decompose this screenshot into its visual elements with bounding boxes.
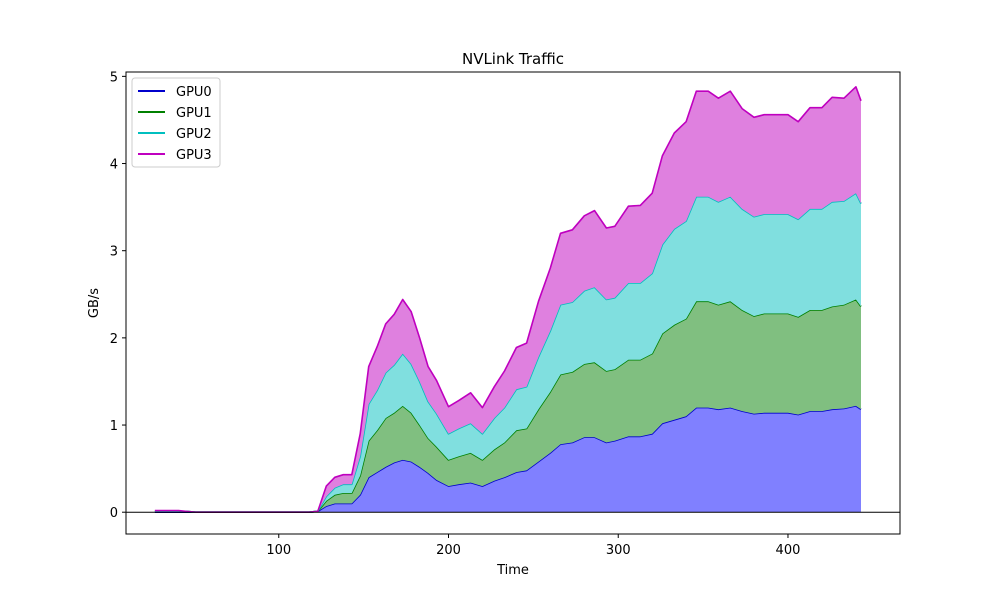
legend-label-gpu1: GPU1 xyxy=(176,106,212,121)
chart-title: NVLink Traffic xyxy=(462,50,564,68)
x-axis: 100 200 300 400 xyxy=(266,534,800,558)
plot-frame xyxy=(125,71,901,535)
legend-label-gpu0: GPU0 xyxy=(176,85,212,100)
legend-label-gpu3: GPU3 xyxy=(176,148,212,163)
legend: GPU0 GPU1 GPU2 GPU3 xyxy=(131,77,221,168)
legend-label-gpu2: GPU2 xyxy=(176,127,212,142)
gpu2-area xyxy=(154,193,861,513)
x-tick-label: 400 xyxy=(776,543,801,558)
y-axis-label: GB/s xyxy=(87,288,102,318)
x-tick-label: 200 xyxy=(436,543,461,558)
y-axis: 0 1 2 3 4 5 xyxy=(110,70,126,521)
x-tick-label: 100 xyxy=(266,543,291,558)
y-tick-label: 3 xyxy=(110,245,118,260)
x-tick-label: 300 xyxy=(606,543,631,558)
x-axis-label: Time xyxy=(496,563,529,578)
y-tick-label: 0 xyxy=(110,506,118,521)
y-tick-label: 4 xyxy=(110,158,118,173)
stacked-areas xyxy=(154,86,862,513)
y-tick-label: 1 xyxy=(110,419,118,434)
gpu1-area xyxy=(154,299,861,513)
legend-box xyxy=(131,77,221,168)
gpu0-area xyxy=(154,405,861,513)
y-tick-label: 2 xyxy=(110,332,118,347)
gpu3-area xyxy=(154,86,861,513)
y-tick-label: 5 xyxy=(110,70,118,85)
